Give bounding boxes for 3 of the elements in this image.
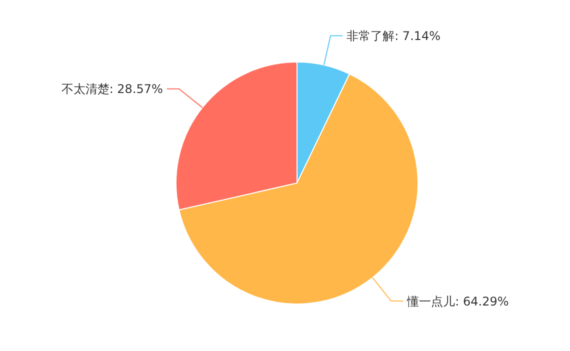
slice-label: 不太清楚: 28.57%: [61, 82, 163, 96]
slice-label: 非常了解: 7.14%: [346, 28, 441, 43]
slice-label: 懂一点儿: 64.29%: [406, 294, 509, 308]
